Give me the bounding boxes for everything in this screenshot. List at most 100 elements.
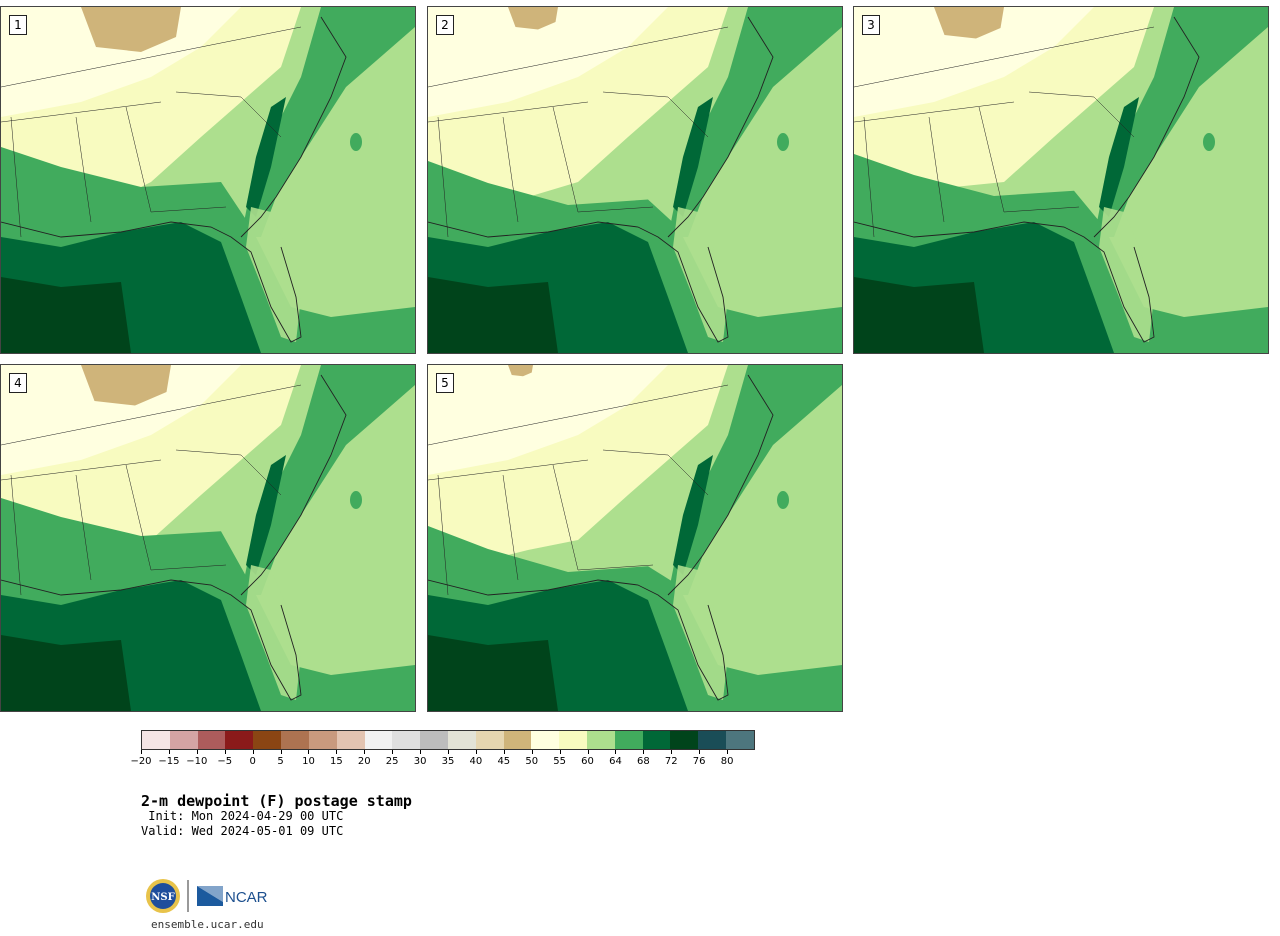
state-boundary	[75, 474, 92, 581]
field-45-50	[81, 7, 181, 52]
field-45-50	[934, 7, 1004, 39]
field-50-55	[854, 7, 1094, 117]
colorbar-tick-label: 45	[497, 756, 511, 767]
colorbar-tick-label: 0	[249, 756, 256, 767]
state-boundary	[125, 106, 152, 213]
coastline	[667, 374, 774, 596]
colorbar-tick-label: 50	[525, 756, 539, 767]
colorbar-tick-label: 35	[441, 756, 455, 767]
state-boundary	[1003, 206, 1080, 213]
colorbar-tick-label: −5	[217, 756, 233, 767]
state-boundary	[1028, 91, 1135, 138]
state-boundary	[552, 106, 579, 213]
coastline	[240, 16, 347, 238]
field-50-55	[428, 7, 668, 117]
state-boundary	[863, 116, 875, 238]
ncar-logo: NCAR	[197, 886, 268, 906]
colorbar-tick-mark	[503, 750, 505, 754]
field-64-68-atlantic	[673, 455, 713, 575]
map-panel-2: 2	[427, 6, 843, 354]
colorbar-tick-label: 25	[385, 756, 399, 767]
colorbar-swatch	[642, 731, 671, 749]
panel-member-label: 4	[9, 373, 27, 393]
colorbar-tick-mark	[643, 750, 645, 754]
colorbar-tick-label: −20	[130, 756, 152, 767]
state-boundary	[854, 101, 1015, 123]
state-boundary	[1, 101, 162, 123]
florida-land	[673, 207, 728, 342]
colorbar-tick-label: 64	[609, 756, 622, 767]
coastline	[240, 374, 347, 596]
colorbar-swatch	[420, 731, 448, 749]
colorbar-swatch	[364, 731, 393, 749]
state-boundary	[602, 91, 709, 138]
offshore-blob	[1203, 133, 1215, 151]
colorbar-swatch	[142, 731, 170, 749]
colorbar-ticks: −20 −15 −10 −5 0 5 10 15 20 25 30 35 40 45 50 55 60 64 68 7…	[130, 750, 755, 770]
state-boundary	[502, 474, 519, 581]
field-50-55	[428, 365, 668, 475]
colorbar-swatch	[308, 731, 337, 749]
state-boundary	[577, 564, 654, 571]
field-50-55	[1, 7, 241, 117]
state-boundary	[978, 106, 1005, 213]
map-panel-4: 4	[0, 364, 416, 712]
colorbar-tick-mark	[531, 750, 533, 754]
colorbar-swatch	[587, 731, 615, 749]
state-boundary	[428, 26, 729, 88]
state-boundary	[150, 564, 227, 571]
state-boundary	[10, 474, 22, 596]
panel-member-label: 5	[436, 373, 454, 393]
field-45-50	[508, 7, 558, 30]
colorbar-tick-mark	[308, 750, 310, 754]
field-60-64-atlantic	[241, 365, 415, 595]
florida-land	[673, 565, 728, 700]
colorbar-tick-label: 20	[357, 756, 371, 767]
colorbar-swatch	[253, 731, 282, 749]
colorbar-swatch	[475, 731, 504, 749]
colorbar-tick-mark	[224, 750, 226, 754]
panel-member-label: 1	[9, 15, 27, 35]
colorbar-tick-mark	[168, 750, 170, 754]
colorbar-tick-mark	[671, 750, 673, 754]
field-60-64-atlantic	[1094, 7, 1268, 237]
coastline	[854, 221, 1155, 343]
coastline	[1093, 16, 1200, 238]
field-45-50	[81, 365, 171, 406]
field-68-72-gulf	[1, 635, 131, 711]
colorbar-tick-mark	[336, 750, 338, 754]
colorbar-tick-label: 30	[413, 756, 427, 767]
colorbar-tick-mark	[475, 750, 477, 754]
state-boundary	[125, 464, 152, 571]
field-60-64-atlantic	[241, 7, 415, 237]
svg-text:NSF: NSF	[151, 892, 174, 903]
coastline	[1, 579, 302, 701]
state-boundary	[150, 206, 227, 213]
state-boundary	[75, 116, 92, 223]
colorbar-tick-mark	[615, 750, 617, 754]
logos: NSF NCAR	[145, 876, 285, 916]
state-boundary	[437, 474, 449, 596]
colorbar-swatch	[447, 731, 476, 749]
state-boundary	[577, 206, 654, 213]
state-boundary	[854, 26, 1155, 88]
colorbar-tick-mark	[727, 750, 729, 754]
florida-land	[246, 565, 301, 700]
state-boundary	[552, 464, 579, 571]
colorbar-tick-mark	[559, 750, 561, 754]
colorbar-swatch	[281, 731, 309, 749]
offshore-blob	[777, 491, 789, 509]
field-60-64-atlantic	[668, 365, 842, 595]
coastline	[428, 221, 729, 343]
colorbar-tick-label: −10	[186, 756, 208, 767]
colorbar-tick-mark	[420, 750, 422, 754]
plot-title: 2-m dewpoint (F) postage stamp	[141, 792, 412, 810]
svg-text:NCAR: NCAR	[225, 889, 268, 906]
panel-member-label: 2	[436, 15, 454, 35]
nsf-logo: NSF	[146, 879, 180, 913]
colorbar-tick-mark	[196, 750, 198, 754]
site-url: ensemble.ucar.edu	[151, 918, 264, 931]
colorbar-tick-label: −15	[158, 756, 180, 767]
panel-member-label: 3	[862, 15, 880, 35]
colorbar-swatch	[225, 731, 254, 749]
